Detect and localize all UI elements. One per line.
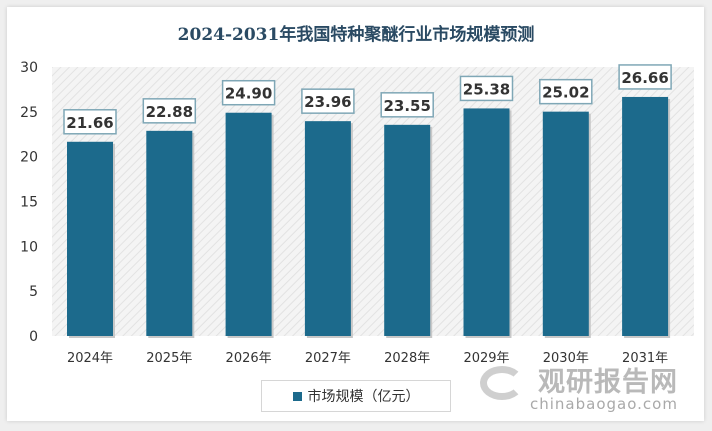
y-tick-label: 5	[29, 284, 38, 300]
data-label: 23.55	[383, 97, 430, 115]
data-label-box	[142, 98, 197, 124]
data-label: 24.90	[225, 85, 272, 103]
watermark-name: 观研报告网	[538, 367, 678, 398]
legend: 市场规模（亿元）	[261, 380, 451, 412]
bar	[304, 121, 351, 337]
x-tick-label: 2027年	[305, 351, 351, 366]
data-label-box	[221, 79, 276, 106]
y-tick-label: 15	[20, 195, 38, 211]
data-label: 23.96	[304, 93, 351, 111]
x-tick-label: 2025年	[146, 351, 192, 366]
bar	[463, 108, 510, 337]
x-tick-label: 2030年	[543, 351, 589, 366]
bar	[542, 111, 589, 337]
data-label-box	[301, 88, 355, 114]
bar	[146, 130, 193, 336]
x-tick-label: 2026年	[226, 351, 272, 366]
data-label-box	[618, 64, 672, 90]
legend-swatch	[292, 391, 302, 401]
data-label: 21.66	[66, 114, 113, 132]
data-label-box	[459, 75, 514, 102]
y-tick-label: 0	[29, 329, 38, 345]
data-label-box	[380, 92, 434, 118]
bar	[225, 112, 272, 336]
watermark-url: chinabaogao.com	[530, 395, 678, 413]
x-tick-label: 2028年	[384, 351, 430, 366]
data-label-box	[539, 78, 593, 105]
bar	[67, 141, 113, 336]
data-label: 26.66	[621, 69, 668, 87]
legend-label: 市场规模（亿元）	[307, 389, 420, 405]
data-label: 25.02	[542, 84, 589, 102]
x-tick-label: 2024年	[67, 351, 113, 366]
x-tick-label: 2029年	[463, 351, 509, 366]
y-tick-label: 20	[20, 150, 38, 166]
y-tick-label: 10	[20, 239, 38, 255]
bar	[384, 124, 431, 337]
bar	[622, 96, 669, 336]
watermark-logo-icon	[480, 366, 524, 400]
y-tick-label: 25	[20, 105, 38, 121]
y-tick-label: 30	[20, 60, 38, 76]
watermark: 观研报告网 chinabaogao.com	[478, 360, 708, 420]
data-label: 22.88	[146, 103, 193, 121]
data-label-box	[63, 109, 117, 135]
x-tick-label: 2031年	[622, 351, 668, 366]
chart-title: 2024-2031年我国特种聚醚行业市场规模预测	[177, 25, 535, 45]
data-label: 25.38	[463, 80, 510, 98]
